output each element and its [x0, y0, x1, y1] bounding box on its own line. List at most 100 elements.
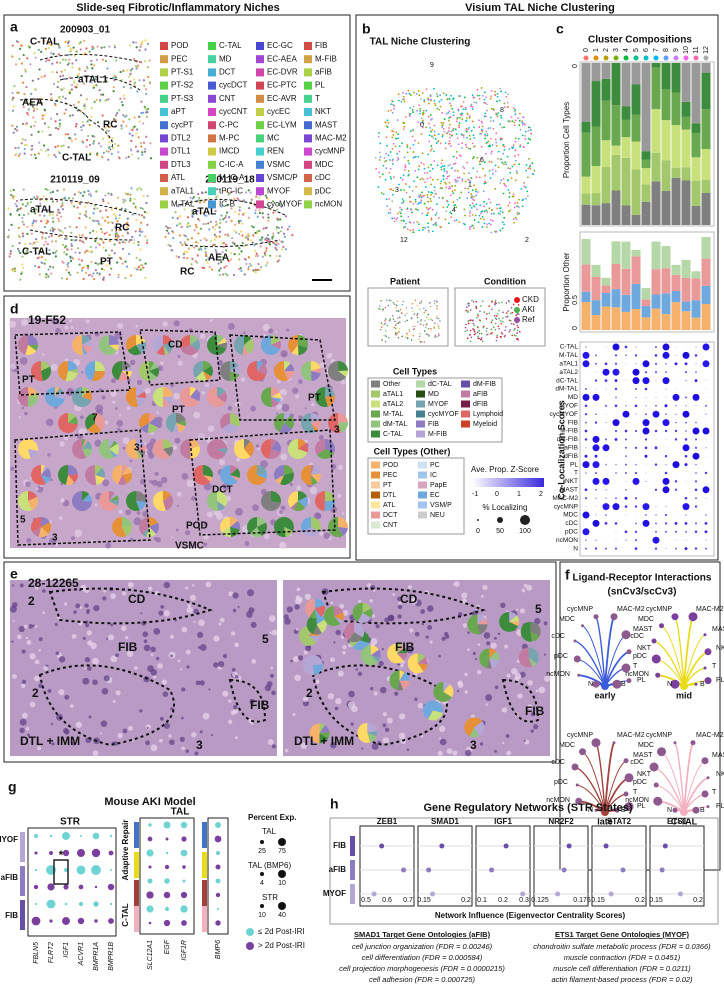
legend-swatch — [371, 482, 380, 489]
bead — [116, 261, 118, 263]
spot — [431, 148, 433, 150]
tissue-texture — [379, 661, 384, 666]
tissue-texture — [536, 690, 539, 693]
dot — [706, 439, 707, 440]
dot — [676, 389, 677, 390]
bead — [284, 236, 286, 238]
tissue-texture — [328, 693, 334, 699]
spot — [482, 126, 484, 128]
tissue-texture — [452, 750, 457, 755]
bead — [241, 234, 243, 236]
tissue-texture — [235, 508, 243, 516]
spot — [468, 127, 470, 129]
spot — [417, 203, 419, 205]
row-label: aTAL2 — [559, 369, 578, 376]
dot — [643, 428, 650, 435]
bead — [84, 206, 86, 208]
legend-label: Myeloid — [473, 421, 497, 428]
tissue-texture — [276, 413, 278, 415]
spot — [477, 191, 479, 193]
spot — [435, 225, 437, 227]
bead — [124, 277, 126, 279]
spot — [475, 195, 477, 197]
spot — [512, 312, 514, 314]
spot — [388, 154, 390, 156]
bead — [19, 279, 21, 281]
dot — [215, 836, 222, 843]
spot — [437, 95, 439, 97]
spot — [519, 146, 521, 148]
tissue-texture — [117, 733, 122, 738]
bead — [117, 234, 119, 236]
group-bar — [20, 866, 25, 896]
spot — [496, 334, 498, 336]
tissue-texture — [59, 516, 63, 520]
spot — [435, 104, 437, 106]
bead — [52, 221, 54, 223]
dot — [655, 506, 656, 507]
node-label: cDC — [630, 759, 644, 766]
bead — [73, 46, 75, 48]
node — [695, 683, 698, 686]
dot — [625, 539, 626, 540]
spot — [513, 218, 515, 220]
spot — [433, 150, 435, 152]
spot — [483, 218, 485, 220]
bead — [183, 257, 185, 259]
tissue-texture — [421, 735, 424, 738]
dot — [605, 405, 607, 407]
spot — [481, 121, 483, 123]
axis-title: Network Influence (Eigenvector Centralit… — [435, 911, 626, 920]
dot — [635, 472, 637, 474]
spot — [445, 94, 447, 96]
spot — [401, 209, 403, 211]
tissue-texture — [427, 605, 434, 612]
bead — [254, 250, 256, 252]
spot — [420, 194, 422, 196]
bead — [102, 59, 104, 61]
tissue-texture — [89, 716, 92, 719]
spot — [390, 103, 392, 105]
spot — [482, 216, 484, 218]
bead — [214, 234, 216, 236]
region-label: 3 — [134, 443, 140, 454]
bead — [105, 209, 107, 211]
spot — [484, 91, 486, 93]
dot — [613, 344, 620, 351]
bead — [90, 116, 92, 118]
spot — [454, 204, 456, 206]
bead — [115, 217, 117, 219]
spot — [427, 201, 429, 203]
dot — [595, 363, 597, 365]
group-bar — [202, 880, 207, 906]
dot — [695, 464, 697, 466]
bead — [144, 211, 146, 213]
spot — [389, 159, 391, 161]
dot — [676, 506, 677, 507]
node-label: MDC — [559, 742, 575, 749]
spot — [382, 173, 384, 175]
spot — [396, 217, 398, 219]
tissue-texture — [383, 723, 387, 727]
spot — [528, 130, 530, 132]
dot — [596, 372, 597, 373]
spot — [404, 101, 406, 103]
legend-title: TAL — [262, 827, 277, 836]
dot — [164, 892, 171, 899]
bead — [90, 246, 92, 248]
bead — [92, 135, 94, 137]
tissue-texture — [287, 606, 293, 612]
cluster-dot — [624, 56, 629, 61]
legend-swatch — [416, 381, 425, 388]
bead — [94, 101, 96, 103]
spot — [478, 221, 480, 223]
spot — [424, 320, 426, 322]
bead — [238, 213, 240, 215]
bead — [71, 88, 73, 90]
bead — [128, 253, 130, 255]
spot — [491, 161, 493, 163]
bead — [14, 203, 16, 205]
bead — [130, 187, 132, 189]
spot — [412, 335, 414, 337]
spot — [378, 172, 380, 174]
